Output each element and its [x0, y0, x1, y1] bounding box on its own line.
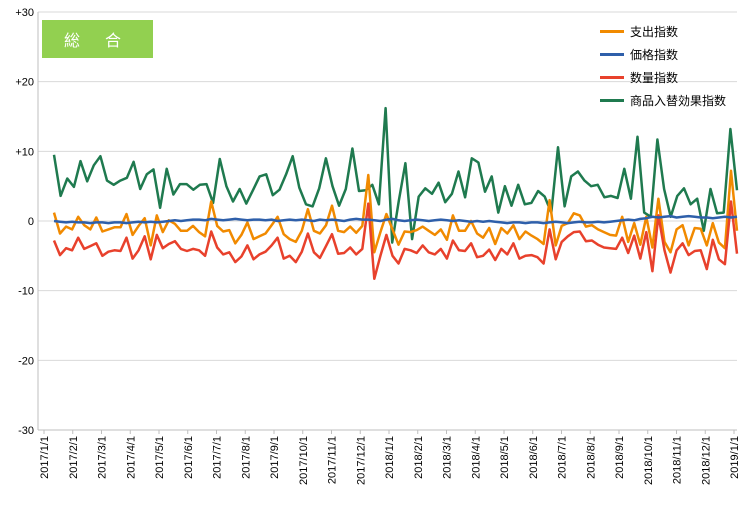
legend-label: 数量指数: [630, 71, 679, 85]
x-tick-label: 2017/6/1: [183, 436, 195, 479]
x-tick-label: 2017/3/1: [97, 436, 109, 479]
legend-label: 価格指数: [630, 48, 679, 62]
series-line-3: [52, 106, 739, 244]
legend-swatch: [600, 30, 624, 33]
x-tick-label: 2017/9/1: [269, 436, 281, 479]
x-tick-label: 2018/2/1: [413, 436, 425, 479]
legend-entry: 価格指数: [600, 43, 726, 66]
x-tick-label: 2017/10/1: [298, 436, 310, 485]
x-tick-label: 2017/11/1: [327, 436, 339, 484]
x-tick-label: 2019/1/1: [729, 436, 741, 479]
y-tick-label: -30: [18, 425, 34, 437]
series-line-1: [53, 214, 738, 225]
y-tick-label: -20: [18, 355, 34, 367]
legend-swatch: [600, 76, 624, 79]
x-tick-label: 2018/8/1: [585, 436, 597, 479]
legend-label: 支出指数: [630, 25, 679, 39]
legend-entry: 商品入替効果指数: [600, 89, 726, 112]
y-tick-label: +20: [15, 77, 34, 89]
x-tick-label: 2017/8/1: [240, 436, 252, 479]
x-tick-label: 2017/12/1: [355, 436, 367, 485]
x-tick-label: 2018/12/1: [700, 436, 712, 485]
y-tick-label: -10: [18, 286, 34, 298]
x-tick-label: 2018/6/1: [528, 436, 540, 479]
legend-swatch: [600, 53, 624, 56]
chart-title: 総 合: [63, 31, 132, 50]
x-tick-label: 2017/5/1: [154, 436, 166, 479]
y-tick-label: +10: [15, 146, 34, 158]
x-tick-label: 2017/2/1: [68, 436, 80, 479]
chart-title-badge: 総 合: [42, 20, 153, 58]
series-line-2: [52, 200, 739, 281]
x-tick-label: 2018/11/1: [672, 436, 684, 484]
legend-entry: 数量指数: [600, 66, 726, 89]
y-tick-label: 0: [28, 216, 34, 228]
legend-entry: 支出指数: [600, 20, 726, 43]
chart-legend: 支出指数価格指数数量指数商品入替効果指数: [600, 20, 726, 112]
x-tick-label: 2018/10/1: [643, 436, 655, 485]
y-tick-label: +30: [15, 7, 34, 19]
legend-swatch: [600, 99, 624, 102]
x-tick-label: 2018/7/1: [557, 436, 569, 479]
x-tick-label: 2018/9/1: [614, 436, 626, 479]
x-tick-label: 2018/5/1: [499, 436, 511, 479]
x-tick-label: 2018/4/1: [470, 436, 482, 479]
x-tick-label: 2017/1/1: [39, 436, 51, 479]
x-tick-label: 2017/4/1: [125, 436, 137, 479]
legend-label: 商品入替効果指数: [630, 94, 727, 108]
x-tick-label: 2018/1/1: [384, 436, 396, 479]
x-tick-label: 2018/3/1: [442, 436, 454, 479]
x-tick-label: 2017/7/1: [212, 436, 224, 479]
